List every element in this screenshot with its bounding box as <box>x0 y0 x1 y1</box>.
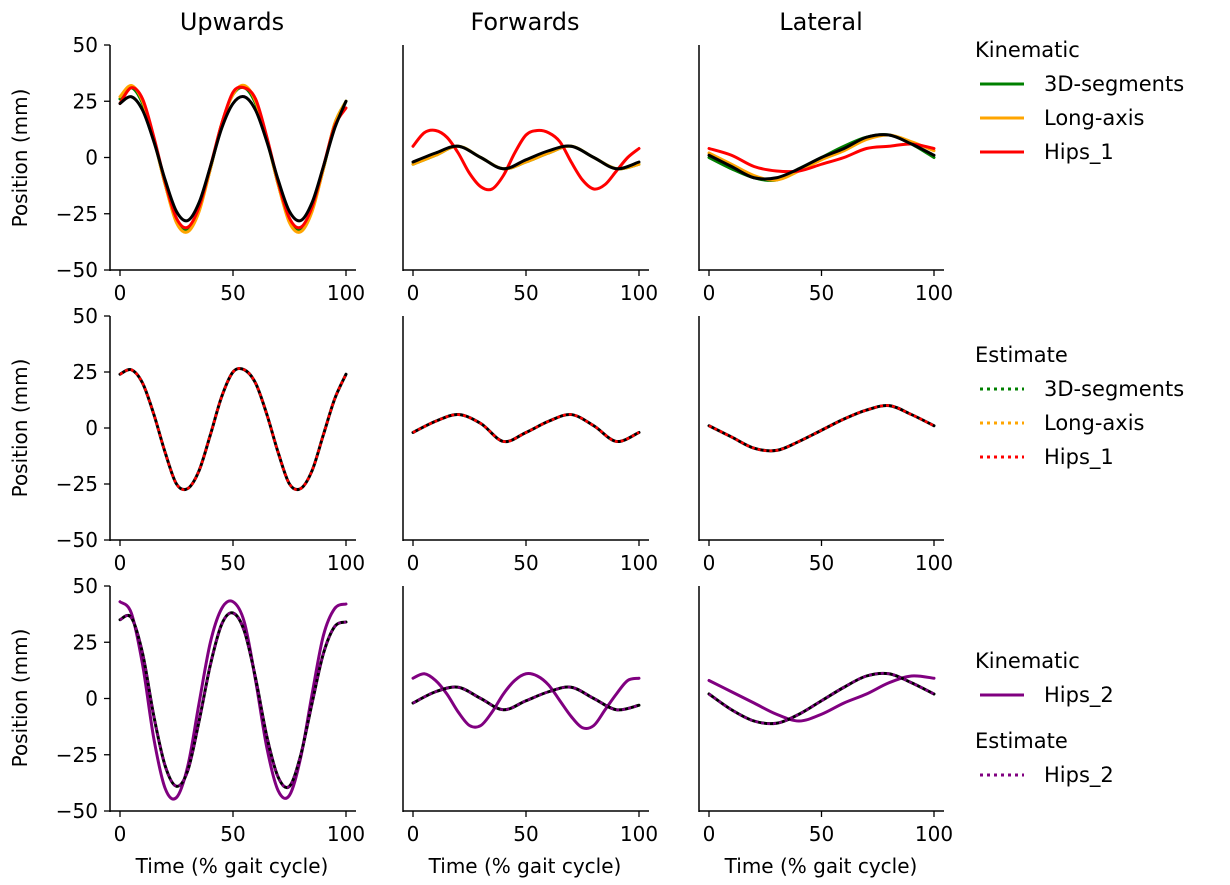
series-line-reference <box>120 368 346 489</box>
col-title-forwards: Forwards <box>470 8 579 36</box>
x-axis-label-col1: Time (% gait cycle) <box>135 854 329 878</box>
legend-title: Estimate <box>975 729 1068 753</box>
y-tick-label: −25 <box>56 743 98 767</box>
series-line-hips_2 <box>709 676 934 721</box>
panels: 0 50 100 −50 −25 0 25 50 0 50 100 0 50 100 0 50 100 −50 −2… <box>56 33 953 846</box>
series-line-hips_1-estimate <box>413 414 639 441</box>
x-tick-label: 50 <box>513 281 538 305</box>
legend-label: Long-axis <box>1044 411 1144 435</box>
y-axis-label-row3: Position (mm) <box>8 629 32 768</box>
panel-r2-c2: 0 50 100 <box>403 316 658 575</box>
y-tick-label: 50 <box>73 33 98 57</box>
x-tick-label: 0 <box>703 822 716 846</box>
panel-r3-c3: 0 50 100 <box>699 586 953 846</box>
x-tick-label: 0 <box>407 551 420 575</box>
x-tick-label: 50 <box>220 281 245 305</box>
series-line-hips_1 <box>120 87 346 228</box>
legend-title: Kinematic <box>975 649 1080 673</box>
x-tick-label: 0 <box>114 281 127 305</box>
y-tick-label: −25 <box>56 472 98 496</box>
legend-label: Hips_2 <box>1044 683 1114 708</box>
legend-kinematic-row1: Kinematic 3D-segments Long-axis Hips_1 <box>975 38 1184 165</box>
panel-r1-c2: 0 50 100 <box>403 45 658 305</box>
x-axis-label-col2: Time (% gait cycle) <box>428 854 622 878</box>
x-tick-label: 100 <box>327 281 365 305</box>
y-axis-label-row1: Position (mm) <box>8 89 32 228</box>
x-tick-label: 50 <box>513 551 538 575</box>
x-tick-label: 50 <box>513 822 538 846</box>
x-tick-label: 100 <box>620 281 658 305</box>
x-tick-label: 0 <box>407 822 420 846</box>
col-title-upwards: Upwards <box>180 8 284 36</box>
panel-r2-c1: 0 50 100 −50 −25 0 25 50 <box>56 304 365 575</box>
x-axis-label-col3: Time (% gait cycle) <box>724 854 918 878</box>
x-tick-label: 100 <box>620 551 658 575</box>
x-tick-label: 100 <box>915 281 953 305</box>
col-title-lateral: Lateral <box>779 8 863 36</box>
x-tick-label: 0 <box>407 281 420 305</box>
y-tick-label: 50 <box>73 574 98 598</box>
panel-r3-c1: 0 50 100 −50 −25 0 25 50 <box>56 574 365 846</box>
x-tick-label: 0 <box>703 551 716 575</box>
y-tick-label: 0 <box>85 416 98 440</box>
x-tick-label: 50 <box>809 822 834 846</box>
x-tick-label: 0 <box>114 551 127 575</box>
legend-label: 3D-segments <box>1044 72 1184 96</box>
x-tick-label: 100 <box>327 822 365 846</box>
legend-estimate-row3: Estimate Hips_2 <box>975 729 1114 788</box>
y-tick-label: 25 <box>73 89 98 113</box>
panel-r3-c2: 0 50 100 <box>403 586 658 846</box>
x-tick-label: 100 <box>915 822 953 846</box>
x-tick-label: 100 <box>915 551 953 575</box>
legend-title: Estimate <box>975 343 1068 367</box>
series-line-reference <box>120 96 346 220</box>
series-line-reference <box>413 414 639 441</box>
panel-r1-c3: 0 50 100 <box>699 45 953 305</box>
y-axis-label-row2: Position (mm) <box>8 359 32 498</box>
series-line-reference <box>709 135 934 179</box>
legend-label: Long-axis <box>1044 106 1144 130</box>
x-tick-label: 50 <box>220 822 245 846</box>
x-tick-label: 50 <box>809 551 834 575</box>
y-tick-label: −50 <box>56 528 98 552</box>
x-tick-label: 0 <box>114 822 127 846</box>
series-line-reference <box>413 146 639 169</box>
legend-label: Hips_1 <box>1044 140 1114 165</box>
panel-r1-c1: 0 50 100 −50 −25 0 25 50 <box>56 33 365 305</box>
series-line-hips_1-estimate <box>709 405 934 450</box>
x-tick-label: 100 <box>327 551 365 575</box>
legend-kinematic-row3: Kinematic Hips_2 <box>975 649 1114 708</box>
y-tick-label: 0 <box>85 687 98 711</box>
x-tick-label: 0 <box>703 281 716 305</box>
series-line-hips_2-estimate <box>413 687 639 710</box>
legend-label: Hips_1 <box>1044 445 1114 470</box>
y-tick-label: 25 <box>73 630 98 654</box>
legend-title: Kinematic <box>975 38 1080 62</box>
x-tick-label: 50 <box>809 281 834 305</box>
x-tick-label: 50 <box>220 551 245 575</box>
y-tick-label: 50 <box>73 304 98 328</box>
y-tick-label: 25 <box>73 360 98 384</box>
legend-estimate-row2: Estimate 3D-segments Long-axis Hips_1 <box>975 343 1184 470</box>
y-tick-label: −50 <box>56 799 98 823</box>
legend-label: Hips_2 <box>1044 763 1114 788</box>
y-tick-label: −25 <box>56 202 98 226</box>
x-tick-label: 100 <box>620 822 658 846</box>
legend-label: 3D-segments <box>1044 377 1184 401</box>
series-line-hips_2-estimate <box>120 613 346 788</box>
panel-r2-c3: 0 50 100 <box>699 316 953 575</box>
y-tick-label: −50 <box>56 258 98 282</box>
y-tick-label: 0 <box>85 146 98 170</box>
